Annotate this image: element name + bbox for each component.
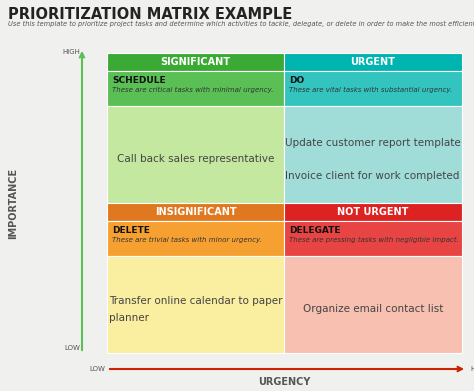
Text: URGENCY: URGENCY <box>258 377 310 387</box>
Bar <box>107 256 284 353</box>
Text: Transfer online calendar to paper
planner: Transfer online calendar to paper planne… <box>109 296 282 323</box>
Bar <box>107 221 284 256</box>
Bar <box>284 221 462 256</box>
Text: DELETE: DELETE <box>112 226 150 235</box>
Text: These are trivial tasks with minor urgency.: These are trivial tasks with minor urgen… <box>112 237 262 243</box>
Text: NOT URGENT: NOT URGENT <box>337 207 409 217</box>
Bar <box>107 106 284 203</box>
Text: DELEGATE: DELEGATE <box>289 226 340 235</box>
Bar <box>107 53 284 71</box>
Bar <box>284 71 462 106</box>
Text: Use this template to prioritize project tasks and determine which activities to : Use this template to prioritize project … <box>8 21 474 27</box>
Text: URGENT: URGENT <box>351 57 395 67</box>
Bar <box>284 53 462 71</box>
Text: PRIORITIZATION MATRIX EXAMPLE: PRIORITIZATION MATRIX EXAMPLE <box>8 7 292 22</box>
Text: HIGH: HIGH <box>62 49 80 55</box>
Text: Update customer report template

Invoice client for work completed: Update customer report template Invoice … <box>285 138 461 181</box>
Text: DO: DO <box>289 76 304 85</box>
Text: These are critical tasks with minimal urgency.: These are critical tasks with minimal ur… <box>112 87 273 93</box>
Text: INSIGNIFICANT: INSIGNIFICANT <box>155 207 237 217</box>
Text: SIGNIFICANT: SIGNIFICANT <box>161 57 230 67</box>
Bar <box>107 203 284 221</box>
Text: These are vital tasks with substantial urgency.: These are vital tasks with substantial u… <box>289 87 452 93</box>
Bar <box>284 106 462 203</box>
Text: SCHEDULE: SCHEDULE <box>112 76 165 85</box>
Text: Call back sales representative: Call back sales representative <box>117 154 274 164</box>
Text: LOW: LOW <box>89 366 105 372</box>
Bar <box>107 71 284 106</box>
Bar <box>284 256 462 353</box>
Text: IMPORTANCE: IMPORTANCE <box>8 167 18 239</box>
Text: These are pressing tasks with negligible impact.: These are pressing tasks with negligible… <box>289 237 459 243</box>
Bar <box>284 203 462 221</box>
Text: LOW: LOW <box>64 345 80 351</box>
Text: Organize email contact list: Organize email contact list <box>303 304 443 314</box>
Text: HIGH: HIGH <box>470 366 474 372</box>
